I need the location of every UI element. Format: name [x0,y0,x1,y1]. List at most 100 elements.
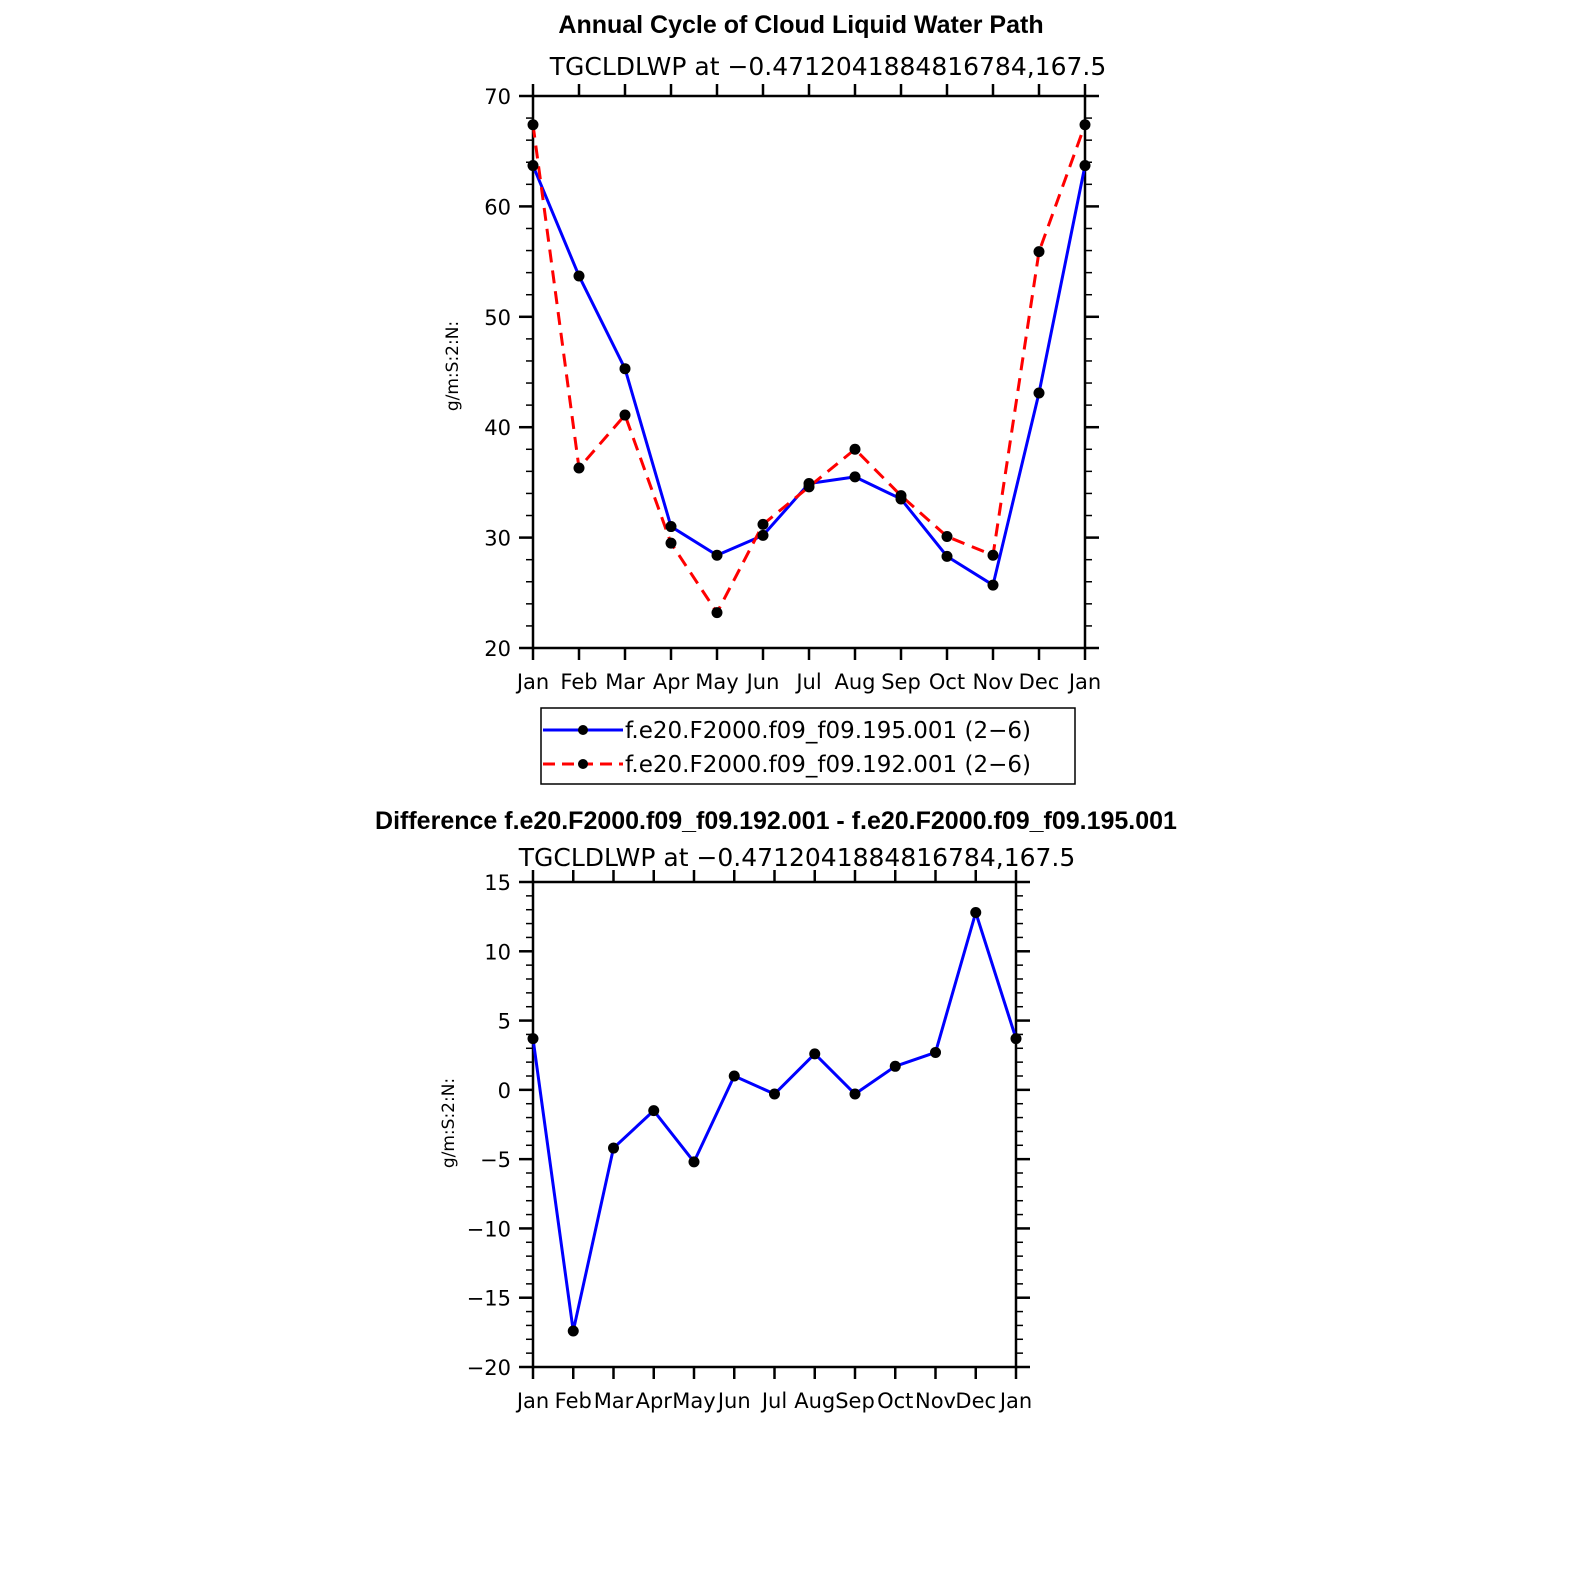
panel2-xtick-label: Oct [877,1389,913,1413]
legend-label-red: f.e20.F2000.f09_f09.192.001 (2−6) [625,752,1031,778]
panel1-xtick-label: Oct [929,670,965,694]
panel1-axes: Jan Feb Mar Apr May Jun Jul Aug Sep Oct Nov Dec Jan2… [484,84,1101,694]
panel2-data-point [970,906,982,918]
panel2-xtick-label: Jan [998,1389,1032,1413]
panel1-data-point [1079,119,1091,131]
panel1-xtick-label: Dec [1019,670,1060,694]
panel1-xtick-label: Jul [794,670,821,694]
panel2-plot-frame [531,880,1018,1369]
panel2-xtick-label: Jun [716,1389,751,1413]
panel2-xtick-label: Jul [760,1389,787,1413]
panel1-data-point [573,270,585,282]
panel2-xtick-label: Dec [955,1389,996,1413]
panel1-series-line-0 [531,164,1087,587]
panel1-data-point [803,481,815,493]
legend-marker-red [578,759,588,769]
panel1-data-point [711,607,723,619]
panel1-data-point [619,363,631,375]
panel1-ytick-label: 30 [484,527,511,551]
panel1-series-line-1 [531,124,1087,615]
panel1-ytick-label: 20 [484,637,511,661]
panel2-data-point [567,1325,579,1337]
panel1-data-point [757,529,769,541]
legend-label-blue: f.e20.F2000.f09_f09.195.001 (2−6) [625,718,1031,744]
panel2-subtitle: TGCLDLWP at −0.4712041884816784,167.5 [518,843,1076,872]
panel1-ytick-label: 40 [484,416,511,440]
panel2-ytick-label: −5 [480,1148,511,1172]
panel2-data-point [648,1105,660,1117]
legend: f.e20.F2000.f09_f09.195.001 (2−6) f.e20.… [540,707,1076,785]
panel1-xtick-label: Mar [605,670,645,694]
panel1-xtick-label: Aug [834,670,875,694]
panel1-title: Annual Cycle of Cloud Liquid Water Path [558,11,1043,39]
panel2-data-point [849,1088,861,1100]
panel1-data-point [1033,387,1045,399]
panel1-data-point [527,119,539,131]
panel1-data-point [849,471,861,483]
panel1-plot-frame [531,94,1087,650]
panel2-title: Difference f.e20.F2000.f09_f09.192.001 -… [375,807,1177,835]
panel1-data-point [757,518,769,530]
panel1-ytick-label: 50 [484,306,511,330]
panel1-ytick-label: 60 [484,195,511,219]
panel2-data-point [688,1156,700,1168]
panel2-data-point [527,1033,539,1045]
panel2-xtick-label: Jan [515,1389,549,1413]
panel1-data-point [527,160,539,172]
panel2-ytick-label: 15 [484,871,511,895]
panel2-xtick-label: Apr [636,1389,673,1413]
panel2-data-point [769,1088,780,1100]
panel2-data-point [1010,1033,1022,1045]
panel1-xtick-label: Apr [653,670,690,694]
panel1-data-point [849,443,861,455]
panel2-ylabel: g/m:S:2:N: [439,1078,459,1168]
legend-box [540,707,1076,785]
panel2-data-point [608,1142,619,1154]
panel2-ytick-label: −10 [467,1217,511,1241]
panel2-series [527,906,1022,1337]
panel1-data-point [941,530,953,542]
panel2-ytick-label: 5 [498,1010,511,1034]
panel2-ytick-label: 0 [498,1079,511,1103]
panel2-xtick-label: Mar [594,1389,634,1413]
panel2-series-line-0 [531,910,1018,1333]
panel2-data-point [930,1046,941,1058]
legend-marker-blue [578,725,588,735]
panel1-data-point [987,579,999,591]
panel2-xtick-label: Sep [835,1389,875,1413]
panel1-data-point [711,549,723,561]
panel2-xtick-label: Feb [555,1389,592,1413]
panel1-xtick-label: Jan [515,670,549,694]
panel1-data-point [1079,160,1091,172]
panel1-data-point [573,462,585,474]
panel1-ytick-label: 70 [484,85,511,109]
panel1-xtick-label: Jan [1067,670,1101,694]
panel2-data-point [728,1070,740,1082]
panel2-axes: Jan Feb Mar Apr May Jun Jul Aug Sep Oct Nov Dec Jan−… [467,870,1032,1413]
panel1-data-point [941,550,953,562]
difference-panel: Difference f.e20.F2000.f09_f09.192.001 -… [375,807,1177,1413]
panel1-xtick-label: May [695,670,738,694]
panel1-data-point [665,521,677,533]
panel2-xtick-label: May [672,1389,715,1413]
panel1-series [527,119,1091,619]
panel1-data-point [665,537,677,549]
panel1-data-point [987,549,999,561]
panel1-xtick-label: Nov [973,670,1014,694]
panel2-data-point [809,1048,821,1060]
annual-cycle-panel: Annual Cycle of Cloud Liquid Water Path … [443,11,1107,785]
panel2-xtick-label: Aug [794,1389,835,1413]
panel2-ytick-label: −20 [467,1356,511,1380]
panel2-xtick-label: Nov [915,1389,956,1413]
panel2-ytick-label: −15 [467,1287,511,1311]
panel1-xtick-label: Jun [745,670,780,694]
panel1-data-point [1033,246,1045,258]
panel1-ylabel: g/m:S:2:N: [443,321,463,411]
panel2-ytick-label: 10 [484,940,511,964]
panel1-data-point [895,490,907,502]
panel1-subtitle: TGCLDLWP at −0.4712041884816784,167.5 [549,52,1107,81]
panel1-data-point [619,409,631,421]
panel2-data-point [889,1060,901,1072]
panel1-xtick-label: Feb [560,670,597,694]
